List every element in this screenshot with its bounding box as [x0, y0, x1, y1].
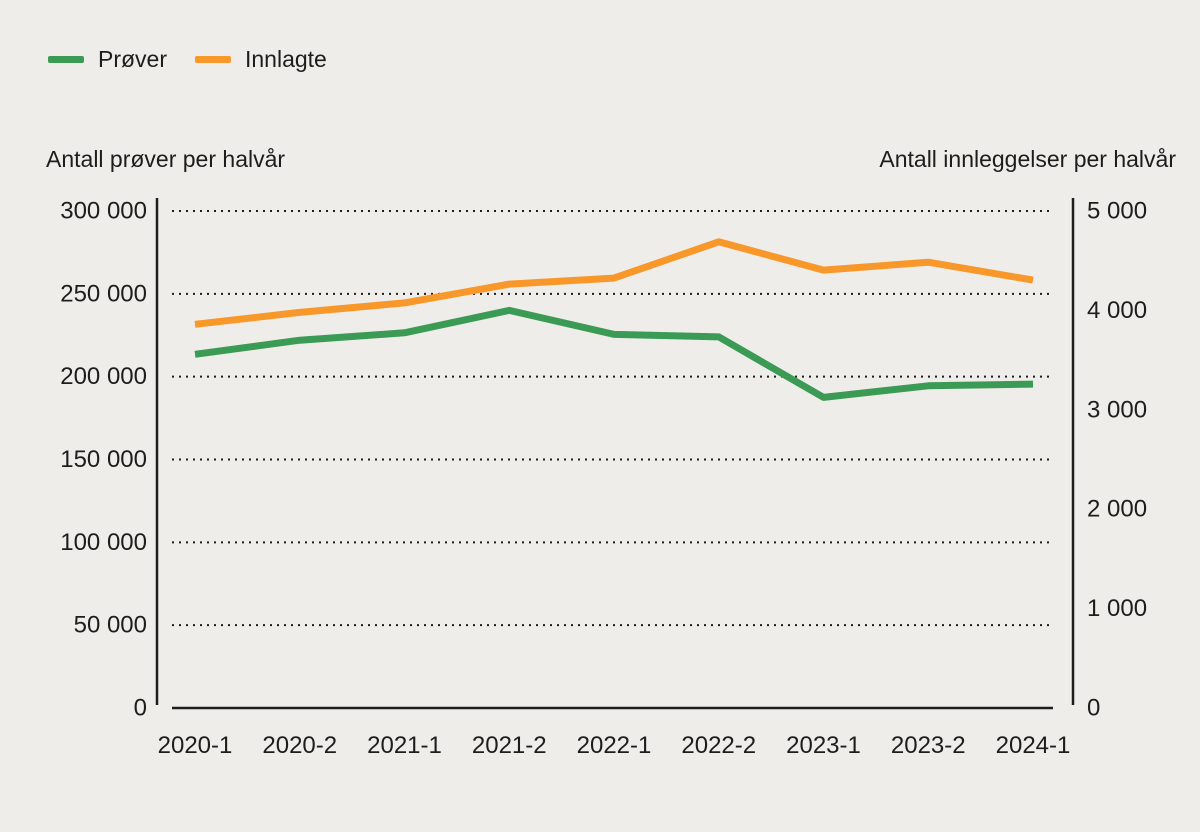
svg-text:50 000: 50 000	[74, 612, 147, 639]
svg-text:150 000: 150 000	[60, 446, 147, 473]
svg-text:5 000: 5 000	[1087, 198, 1147, 225]
svg-text:2020-2: 2020-2	[262, 732, 337, 759]
svg-text:0: 0	[1087, 695, 1100, 722]
svg-text:2024-1: 2024-1	[996, 732, 1071, 759]
right-axis-title: Antall innleggelser per halvår	[879, 146, 1176, 172]
svg-text:1 000: 1 000	[1087, 595, 1147, 622]
svg-text:250 000: 250 000	[60, 280, 147, 307]
svg-text:100 000: 100 000	[60, 529, 147, 556]
svg-text:2022-1: 2022-1	[577, 732, 652, 759]
svg-text:3 000: 3 000	[1087, 396, 1147, 423]
legend: Prøver Innlagte	[48, 48, 327, 71]
svg-text:0: 0	[134, 695, 147, 722]
svg-text:2022-2: 2022-2	[681, 732, 756, 759]
legend-item-prover: Prøver	[48, 48, 167, 71]
svg-text:2021-2: 2021-2	[472, 732, 547, 759]
legend-item-innlagte: Innlagte	[195, 48, 327, 71]
innlagte-line-swatch	[195, 56, 231, 63]
legend-label-prover: Prøver	[98, 46, 167, 72]
svg-text:200 000: 200 000	[60, 363, 147, 390]
legend-label-innlagte: Innlagte	[245, 46, 327, 72]
left-axis-title: Antall prøver per halvår	[46, 146, 286, 172]
prover-line-swatch	[48, 56, 84, 63]
svg-text:2023-1: 2023-1	[786, 732, 861, 759]
svg-text:2 000: 2 000	[1087, 496, 1147, 523]
svg-text:4 000: 4 000	[1087, 297, 1147, 324]
svg-text:2021-1: 2021-1	[367, 732, 442, 759]
svg-text:2020-1: 2020-1	[158, 732, 233, 759]
svg-text:2023-2: 2023-2	[891, 732, 966, 759]
svg-text:300 000: 300 000	[60, 198, 147, 225]
